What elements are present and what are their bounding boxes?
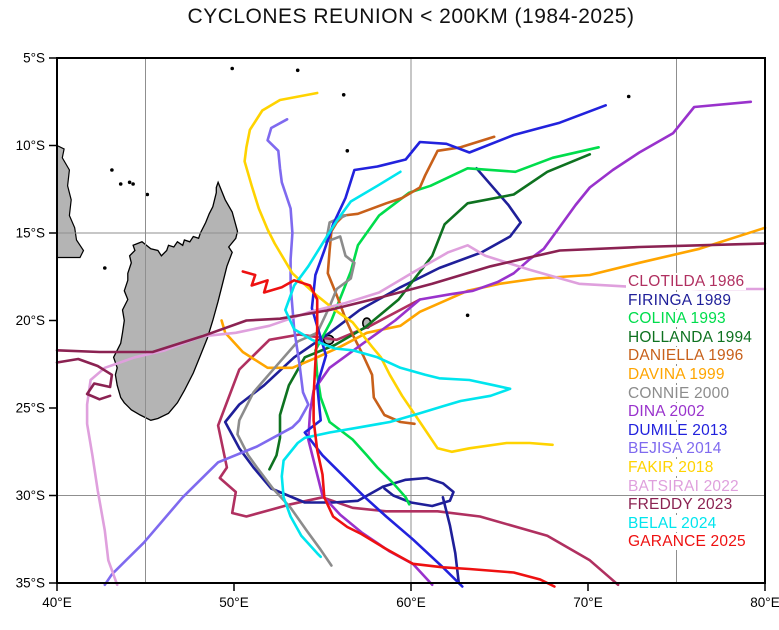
legend-label: FAKIR 2018 [626,458,716,476]
track-dina [306,100,753,587]
track-batsirai [85,244,767,587]
track-garance [241,270,556,588]
legend-label: FREDDY 2023 [626,496,735,514]
islet-dot [103,266,107,270]
x-tick-label: 70°E [573,595,602,610]
track-dumile [303,104,608,588]
legend-item-garance-2025: GARANCE 2025 [626,533,754,552]
track-connie [236,214,356,567]
legend-item-dumile-2013: DUMILE 2013 [626,421,754,441]
track-freddy [55,242,767,354]
legend-item-daniella-1996: DANIELLA 1996 [626,347,754,366]
legend-item-colina-1993: COLINA 1993 [626,310,754,329]
legend-label: CONNIE 2000 [626,384,732,402]
legend-item-clotilda-1986: CLOTILDA 1986 [626,273,754,292]
y-tick-label: 10°S [16,138,45,153]
legend-label: DANIELLA 1996 [626,347,746,365]
islet-dot [131,182,135,186]
y-tick-label: 20°S [16,313,45,328]
legend-label: FIRINGA 1989 [626,291,734,309]
track-hollanda [268,153,592,471]
track-bejisa [103,118,310,587]
islet-dot [345,149,350,153]
madagascar [112,180,239,421]
legend-label: DAVINA 1999 [626,365,727,383]
track-colina [314,146,600,506]
track-fakir [243,91,554,454]
track-freddy [55,357,114,401]
track-belal [280,170,512,559]
legend-item-belal-2024: BELAL 2024 [626,514,754,534]
islet-dot [465,313,470,318]
legend-item-fakir-2018: FAKIR 2018 [626,458,754,478]
islet-dot [145,192,150,197]
islet-dot [230,66,234,71]
legend-label: COLINA 1993 [626,310,728,328]
y-tick-label: 35°S [16,576,45,591]
page-title: CYCLONES REUNION < 200KM (1984-2025) [187,5,635,28]
legend-item-dina-2002: DINA 2002 [626,403,754,422]
legend-item-connie-2000: CONNIE 2000 [626,384,754,404]
x-tick-label: 50°E [219,595,248,610]
africa-coastline [56,144,85,259]
legend-item-hollanda-1994: HOLLANDA 1994 [626,328,755,348]
legend-label: BATSIRAI 2022 [626,477,741,495]
islet-dot [626,94,631,99]
legend-label: BELAL 2024 [626,514,719,532]
track-firinga [223,167,523,508]
islet-dot [118,182,123,186]
track-clotilda [216,298,620,587]
islet-dot [295,68,300,73]
x-tick-label: 80°E [750,595,779,610]
x-tick-label: 40°E [42,595,71,610]
legend-item-davina-1999: DAVINA 1999 [626,365,754,385]
legend-label: GARANCE 2025 [626,533,748,551]
legend-item-bejisa-2014: BEJISA 2014 [626,440,754,459]
x-tick-label: 60°E [396,595,425,610]
islet-dot [110,168,114,172]
y-tick-label: 15°S [16,226,45,241]
legend-item-batsirai-2022: BATSIRAI 2022 [626,477,754,497]
legend-label: BEJISA 2014 [626,440,724,458]
islet-dot [127,180,132,185]
legend-label: CLOTILDA 1986 [626,273,747,290]
y-tick-label: 25°S [16,401,45,416]
islet-dot [341,93,346,97]
y-tick-label: 30°S [16,488,45,503]
legend-label: HOLLANDA 1994 [626,328,755,346]
legend-label: DINA 2002 [626,403,707,421]
y-tick-label: 5°S [23,51,45,66]
legend-item-firinga-1989: FIRINGA 1989 [626,291,754,311]
legend-label: DUMILE 2013 [626,421,730,439]
track-davina [220,226,767,370]
legend-item-freddy-2023: FREDDY 2023 [626,496,754,515]
legend: CLOTILDA 1986 FIRINGA 1989 COLINA 1993 HOLL… [626,273,755,552]
